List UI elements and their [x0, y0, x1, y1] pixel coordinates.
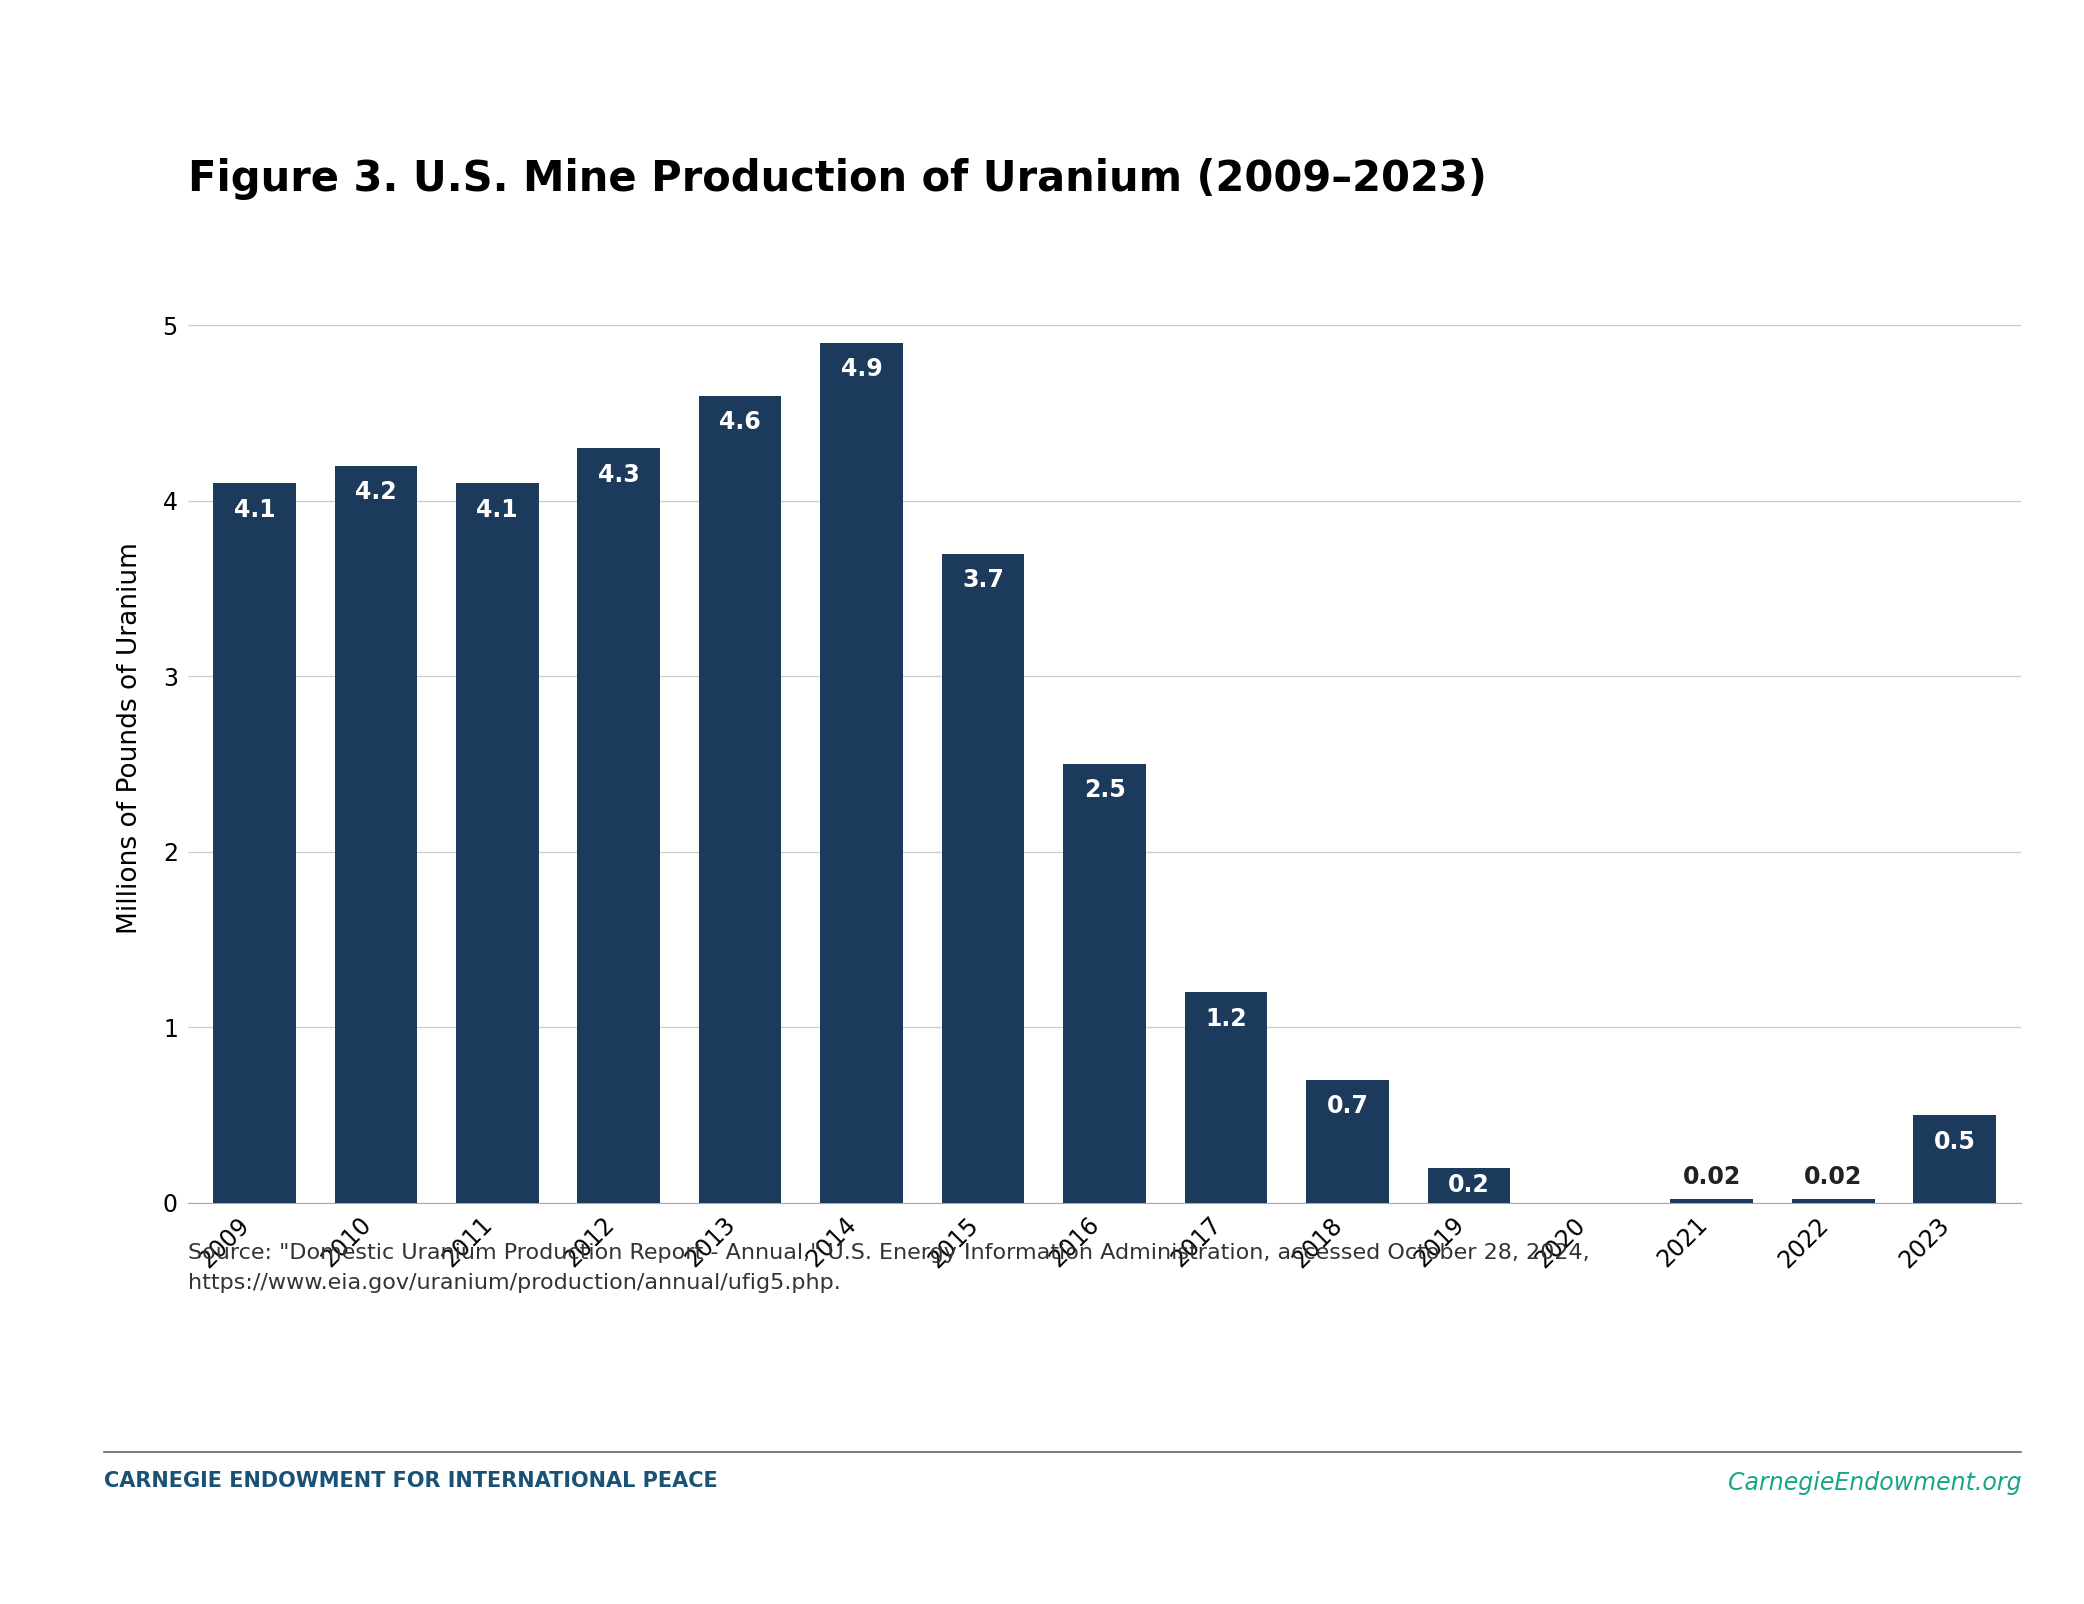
Text: CARNEGIE ENDOWMENT FOR INTERNATIONAL PEACE: CARNEGIE ENDOWMENT FOR INTERNATIONAL PEA…: [104, 1471, 719, 1490]
Text: 0.02: 0.02: [1682, 1165, 1740, 1189]
Bar: [1307, 1079, 1388, 1203]
Text: 4.1: 4.1: [477, 497, 519, 521]
Bar: [577, 448, 661, 1203]
Bar: [1063, 764, 1146, 1203]
Text: 0.5: 0.5: [1934, 1129, 1976, 1153]
Bar: [821, 343, 902, 1203]
Text: 1.2: 1.2: [1205, 1007, 1246, 1031]
Text: 4.2: 4.2: [354, 480, 396, 504]
Text: 0.02: 0.02: [1805, 1165, 1863, 1189]
Text: 4.1: 4.1: [233, 497, 275, 521]
Text: 2.5: 2.5: [1084, 778, 1125, 802]
Text: 4.3: 4.3: [598, 462, 640, 486]
Bar: [1792, 1200, 1874, 1203]
Bar: [698, 396, 782, 1203]
Bar: [336, 465, 417, 1203]
Bar: [456, 483, 538, 1203]
Text: CarnegieEndowment.org: CarnegieEndowment.org: [1728, 1471, 2021, 1495]
Text: 4.9: 4.9: [840, 358, 882, 382]
Bar: [1671, 1200, 1753, 1203]
Text: 0.7: 0.7: [1328, 1094, 1369, 1118]
Bar: [213, 483, 296, 1203]
Bar: [1428, 1168, 1511, 1203]
Bar: [1913, 1115, 1996, 1203]
Text: 3.7: 3.7: [963, 568, 1004, 592]
Text: Source: "Domestic Uranium Production Report - Annual," U.S. Energy Information A: Source: "Domestic Uranium Production Rep…: [188, 1243, 1590, 1293]
Text: 0.2: 0.2: [1448, 1174, 1490, 1198]
Text: Figure 3. U.S. Mine Production of Uranium (2009–2023): Figure 3. U.S. Mine Production of Uraniu…: [188, 159, 1486, 200]
Text: 4.6: 4.6: [719, 411, 761, 435]
Bar: [1184, 993, 1267, 1203]
Y-axis label: Millions of Pounds of Uranium: Millions of Pounds of Uranium: [117, 542, 144, 934]
Bar: [942, 553, 1025, 1203]
